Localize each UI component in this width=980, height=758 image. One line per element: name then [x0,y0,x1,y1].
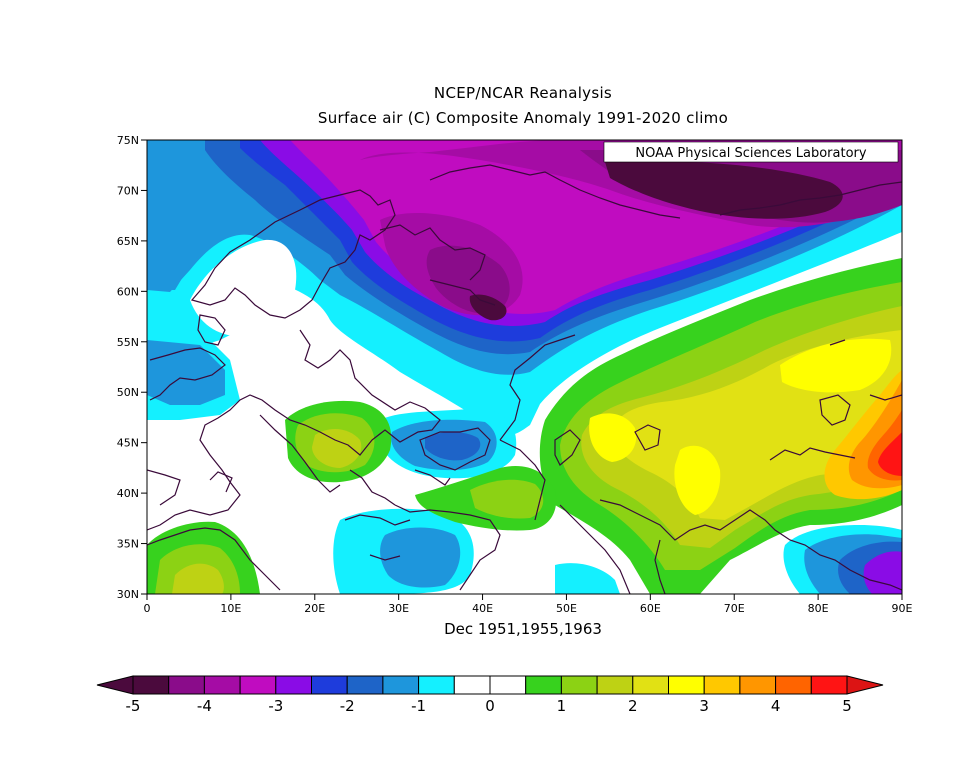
contour-cyan-arabia [555,563,620,594]
colorbar-left-arrow [96,675,134,695]
contour-olive-central [312,428,362,468]
lon-tick-label: 60E [640,602,661,615]
lon-tick-label: 90E [892,602,913,615]
credit-box [603,141,899,163]
contour-lightblue-nw [150,240,190,290]
contour-blue-blacksea [425,432,481,461]
lon-tick-label: 80E [808,602,829,615]
lon-tick-label: 20E [304,602,325,615]
colorbar-swatch [311,675,348,695]
colorbar-swatch [632,675,669,695]
colorbar-swatch [596,675,634,695]
map-title: NCEP/NCAR Reanalysis [433,84,613,102]
lon-tick-label: 50E [556,602,577,615]
colorbar-tick-label: 2 [628,697,638,715]
colorbar-swatch [382,675,420,695]
colorbar-swatch [489,675,527,695]
colorbar-swatch [703,675,741,695]
colorbar-right-arrow [846,675,884,695]
lon-tick-label: 30E [388,602,409,615]
colorbar-swatch [560,675,598,695]
lat-tick-label: 75N [117,134,139,147]
colorbar-swatch [810,675,848,695]
contour-lightblue-mediterranean [380,527,461,588]
colorbar-swatch [132,675,170,695]
lon-tick-label: 70E [724,602,745,615]
lon-tick-label: 40E [472,602,493,615]
contour-red-east [878,432,902,476]
colorbar-tick-label: -1 [411,697,426,715]
lat-tick-label: 60N [117,285,139,298]
coastlines [147,164,902,594]
colorbar-swatch [275,675,312,695]
colorbar: -5 -4 -3 -2 -1 0 1 2 3 4 5 [96,675,884,715]
colorbar-swatch [203,675,241,695]
x-caption: Dec 1951,1955,1963 [444,620,602,638]
colorbar-tick-label: -3 [268,697,283,715]
contour-olive-sw [172,563,224,594]
lat-tick-label: 55N [117,336,139,349]
colorbar-swatch [739,675,777,695]
plot-frame [146,139,903,595]
lat-tick-label: 65N [117,235,139,248]
lon-tick-label: 0 [144,602,151,615]
colorbar-swatch [453,675,491,695]
colorbar-tick-label: -2 [340,697,355,715]
contour-deepest-north [469,162,843,321]
colorbar-swatch [418,675,455,695]
colorbar-swatch [239,675,277,695]
colorbar-swatch [668,675,705,695]
colorbar-swatch [346,675,384,695]
anomaly-field [147,140,902,594]
contour-yellow-east [589,338,892,515]
lat-tick-label: 50N [117,386,139,399]
lat-tick-label: 70N [117,184,139,197]
colorbar-tick-label: 0 [485,697,495,715]
longitude-axis: 0 10E 20E 30E 40E 50E 60E 70E 80E 90E [144,594,913,615]
colorbar-tick-label: -4 [197,697,212,715]
lat-tick-label: 45N [117,437,139,450]
colorbar-tick-label: 5 [842,697,852,715]
lat-tick-label: 30N [117,588,139,601]
lat-tick-label: 40N [117,487,139,500]
colorbar-tick-label: 4 [771,697,781,715]
lon-tick-label: 10E [220,602,241,615]
colorbar-tick-label: 3 [699,697,709,715]
colorbar-swatch [775,675,812,695]
contour-violet-se [863,551,902,594]
map-subtitle: Surface air (C) Composite Anomaly 1991-2… [317,109,729,127]
colorbar-swatch [168,675,205,695]
contour-white-norway [190,239,297,337]
contour-lightgreen-anatolia [470,479,544,519]
credit-label: NOAA Physical Sciences Laboratory [635,146,866,161]
colorbar-swatch [525,675,562,695]
latitude-axis: 75N 70N 65N 60N 55N 50N 45N 40N 35N 30N [117,134,147,601]
colorbar-tick-label: 1 [557,697,567,715]
colorbar-tick-label: -5 [126,697,141,715]
lat-tick-label: 35N [117,538,139,551]
